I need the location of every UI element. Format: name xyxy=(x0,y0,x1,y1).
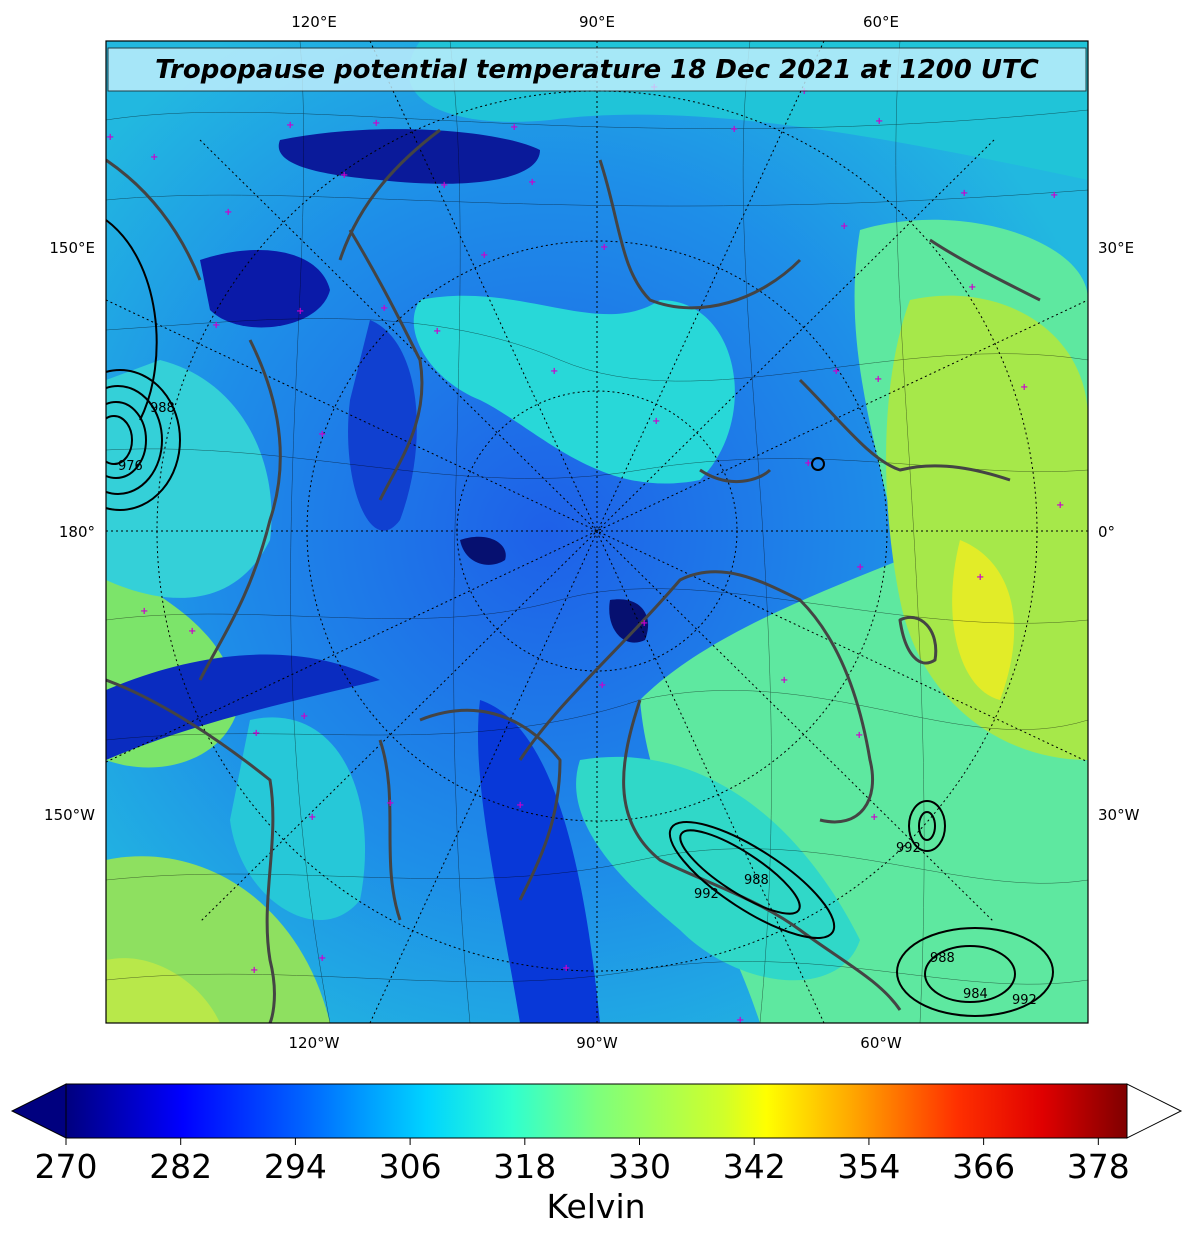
left-label: 180° xyxy=(59,523,95,541)
svg-text:+: + xyxy=(976,572,984,583)
right-label: 30°E xyxy=(1098,239,1134,257)
svg-text:+: + xyxy=(340,170,348,181)
svg-text:+: + xyxy=(730,124,738,135)
colorbar: 270 282 294 306 318 330 342 354 366 378 Kelvin xyxy=(10,1083,1183,1226)
colorbar-tick-label: 342 xyxy=(723,1147,786,1186)
right-label: 0° xyxy=(1098,523,1115,541)
right-label: 30°W xyxy=(1098,806,1140,824)
svg-text:+: + xyxy=(840,221,848,232)
svg-text:+: + xyxy=(433,326,441,337)
svg-text:+: + xyxy=(140,606,148,617)
svg-text:+: + xyxy=(640,618,648,629)
colorbar-tick-label: 354 xyxy=(837,1147,900,1186)
svg-text:+: + xyxy=(150,152,158,163)
svg-text:+: + xyxy=(1050,190,1058,201)
colorbar-tick-label: 330 xyxy=(608,1147,671,1186)
svg-text:+: + xyxy=(855,730,863,741)
svg-text:+: + xyxy=(856,562,864,573)
svg-text:+: + xyxy=(528,177,536,188)
svg-text:+: + xyxy=(736,1015,744,1026)
bottom-label: 90°W xyxy=(576,1034,618,1052)
svg-text:+: + xyxy=(804,458,812,469)
map-plot-area: ++ + ++ + +++ +++ +++ +++ +++ +++ +++ +++ … xyxy=(106,41,1088,1026)
svg-text:+: + xyxy=(372,118,380,129)
pressure-label: 992 xyxy=(896,841,921,856)
colorbar-tick-label: 318 xyxy=(493,1147,556,1186)
left-label: 150°E xyxy=(49,239,95,257)
svg-text:+: + xyxy=(308,812,316,823)
svg-text:+: + xyxy=(600,242,608,253)
svg-text:+: + xyxy=(318,953,326,964)
pressure-contours xyxy=(106,219,1054,1017)
svg-text:+: + xyxy=(780,675,788,686)
pressure-label: 992 xyxy=(694,887,719,902)
colorbar-min-extend xyxy=(10,1083,67,1139)
svg-text:+: + xyxy=(480,250,488,261)
svg-text:+: + xyxy=(510,122,518,133)
colorbar-label: Kelvin xyxy=(546,1187,645,1226)
svg-text:+: + xyxy=(188,626,196,637)
svg-text:+: + xyxy=(1020,382,1028,393)
pressure-label: 984 xyxy=(963,987,988,1002)
colorbar-tick-label: 294 xyxy=(264,1147,327,1186)
svg-text:+: + xyxy=(874,374,882,385)
colorbar-max-extend xyxy=(1126,1083,1183,1139)
longitude-labels: 120°E 90°E 60°E 120°W 90°W 60°W 150°E 18… xyxy=(44,13,1140,1052)
pressure-label: 976 xyxy=(118,459,143,474)
svg-text:+: + xyxy=(224,207,232,218)
svg-text:+: + xyxy=(875,116,883,127)
svg-text:+: + xyxy=(562,963,570,974)
pressure-labels: 976 988 992 984 988 992 992 988 xyxy=(118,401,1037,1008)
svg-text:+: + xyxy=(106,132,114,143)
svg-text:+: + xyxy=(598,680,606,691)
top-label: 60°E xyxy=(863,13,899,31)
colorbar-tick-label: 366 xyxy=(952,1147,1015,1186)
bottom-label: 120°W xyxy=(289,1034,340,1052)
left-label: 150°W xyxy=(44,806,95,824)
pressure-label: 992 xyxy=(1012,993,1037,1008)
colorbar-tick-label: 306 xyxy=(379,1147,442,1186)
pressure-label: 988 xyxy=(150,401,175,416)
colorbar-tick-label: 378 xyxy=(1067,1147,1130,1186)
svg-text:+: + xyxy=(1056,500,1064,511)
svg-text:+: + xyxy=(380,303,388,314)
colorbar-tick-label: 282 xyxy=(149,1147,212,1186)
svg-text:+: + xyxy=(832,366,840,377)
coastlines xyxy=(106,128,1041,1023)
svg-text:+: + xyxy=(550,366,558,377)
svg-text:+: + xyxy=(300,711,308,722)
pressure-label: 988 xyxy=(930,951,955,966)
title-box xyxy=(107,47,1087,92)
map-frame xyxy=(105,40,1089,1024)
pressure-label: 988 xyxy=(744,873,769,888)
map-title: Tropopause potential temperature 18 Dec … xyxy=(155,55,1039,85)
svg-text:+: + xyxy=(440,180,448,191)
svg-text:+: + xyxy=(296,306,304,317)
svg-text:+: + xyxy=(212,320,220,331)
top-label: 120°E xyxy=(291,13,337,31)
top-label: 90°E xyxy=(579,13,615,31)
svg-text:+: + xyxy=(250,965,258,976)
svg-text:+: + xyxy=(870,812,878,823)
svg-text:+: + xyxy=(652,416,660,427)
colorbar-tick-label: 270 xyxy=(35,1147,98,1186)
svg-text:+: + xyxy=(960,188,968,199)
svg-text:+: + xyxy=(318,429,326,440)
svg-text:+: + xyxy=(516,800,524,811)
svg-text:+: + xyxy=(968,282,976,293)
colorbar-gradient xyxy=(65,1083,1128,1139)
svg-text:+: + xyxy=(252,728,260,739)
svg-text:+: + xyxy=(386,798,394,809)
bottom-label: 60°W xyxy=(860,1034,902,1052)
svg-text:+: + xyxy=(286,120,294,131)
